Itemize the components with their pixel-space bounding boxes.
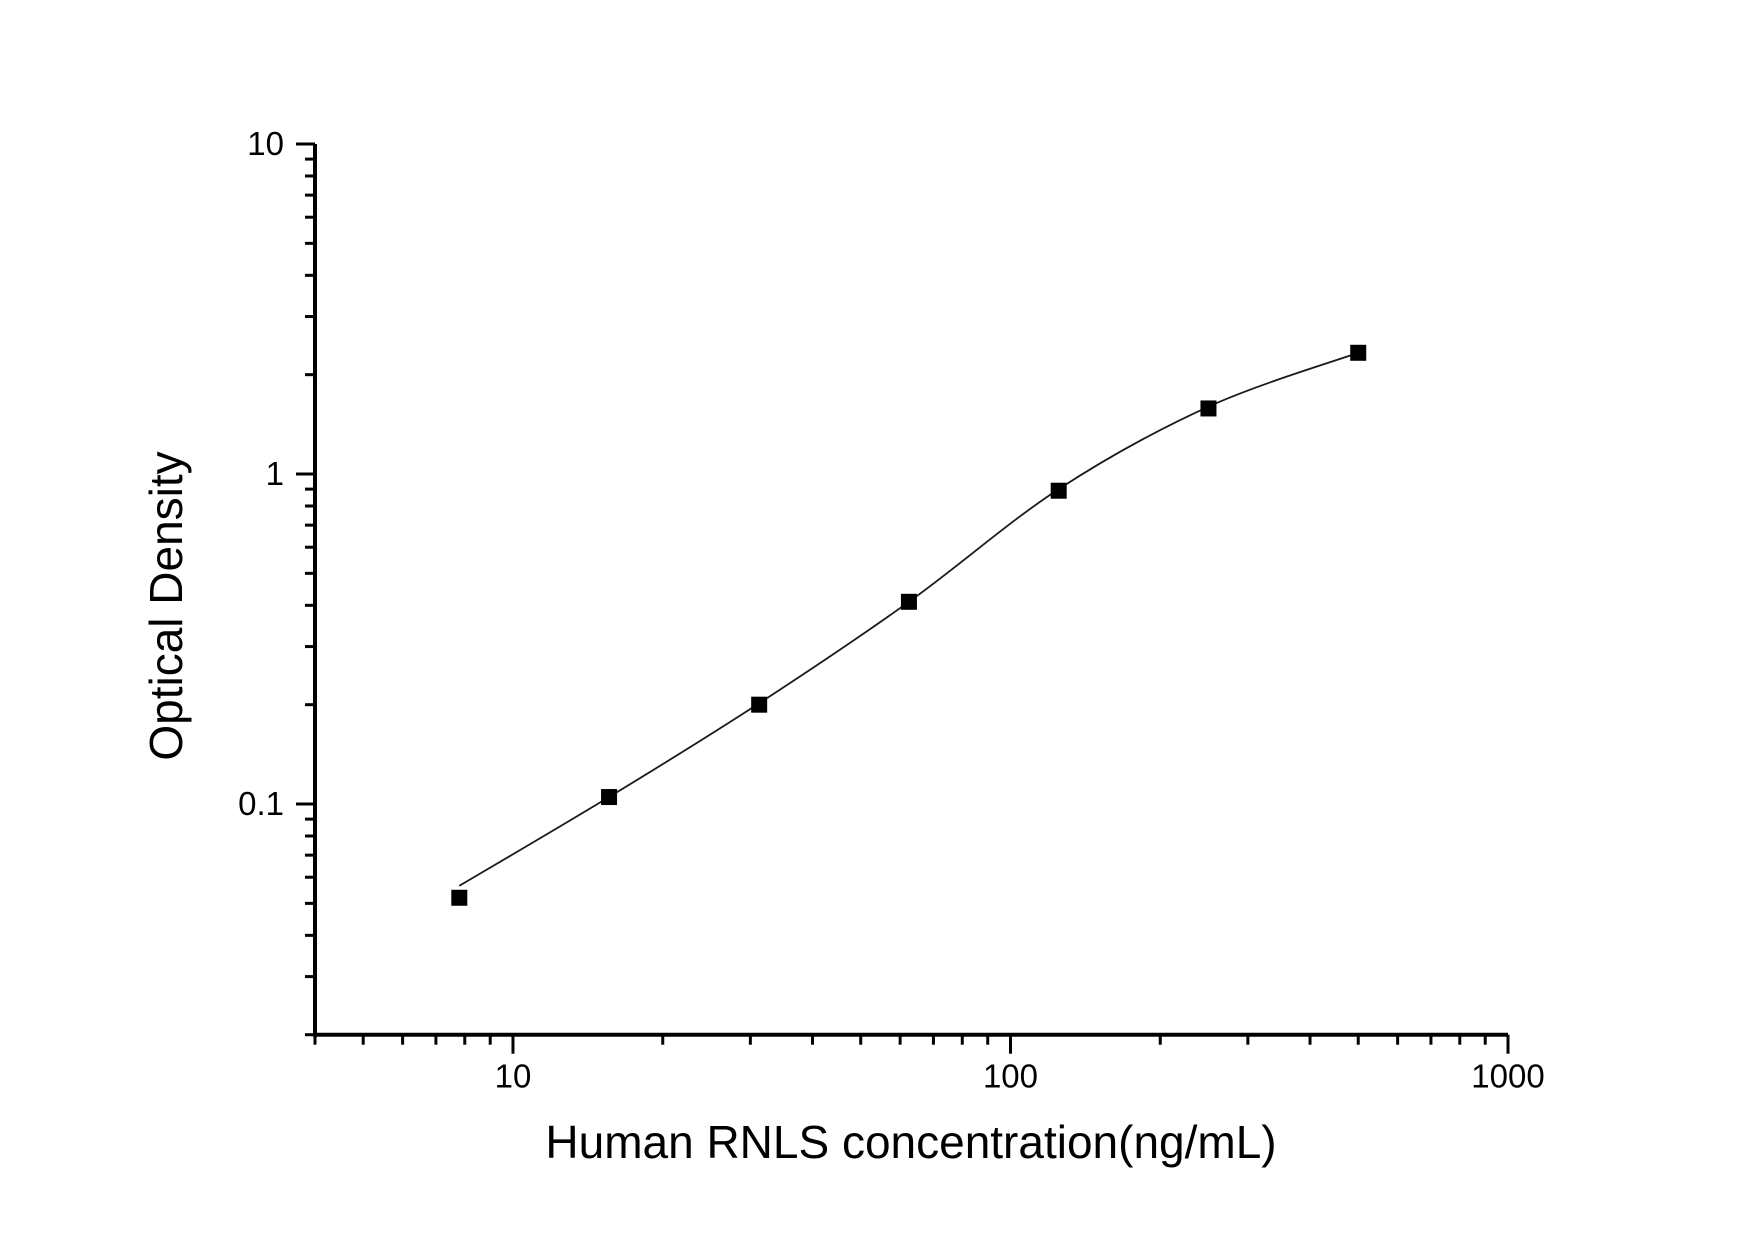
y-tick-label: 0.1 (238, 785, 284, 822)
y-tick-label: 1 (266, 455, 284, 492)
data-point-marker (900, 593, 917, 610)
y-tick-label: 10 (247, 125, 284, 162)
x-tick-label: 100 (983, 1058, 1038, 1095)
data-point-marker (751, 696, 768, 713)
axis-lines (313, 144, 1508, 1037)
data-point-marker (1200, 400, 1217, 417)
fit-curve-path (458, 351, 1359, 887)
data-point-marker (1050, 482, 1067, 499)
x-tick-label: 1000 (1471, 1058, 1544, 1095)
x-tick-label: 10 (495, 1058, 532, 1095)
data-point-marker (1350, 344, 1367, 361)
x-axis-title: Human RNLS concentration(ng/mL) (545, 1116, 1276, 1168)
data-point-marker (601, 789, 618, 806)
y-axis-title: Optical Density (140, 451, 192, 760)
chart-generated-layer: 10 100 1000 0.1 1 10 (238, 125, 1545, 1095)
data-point-marker (451, 889, 468, 906)
